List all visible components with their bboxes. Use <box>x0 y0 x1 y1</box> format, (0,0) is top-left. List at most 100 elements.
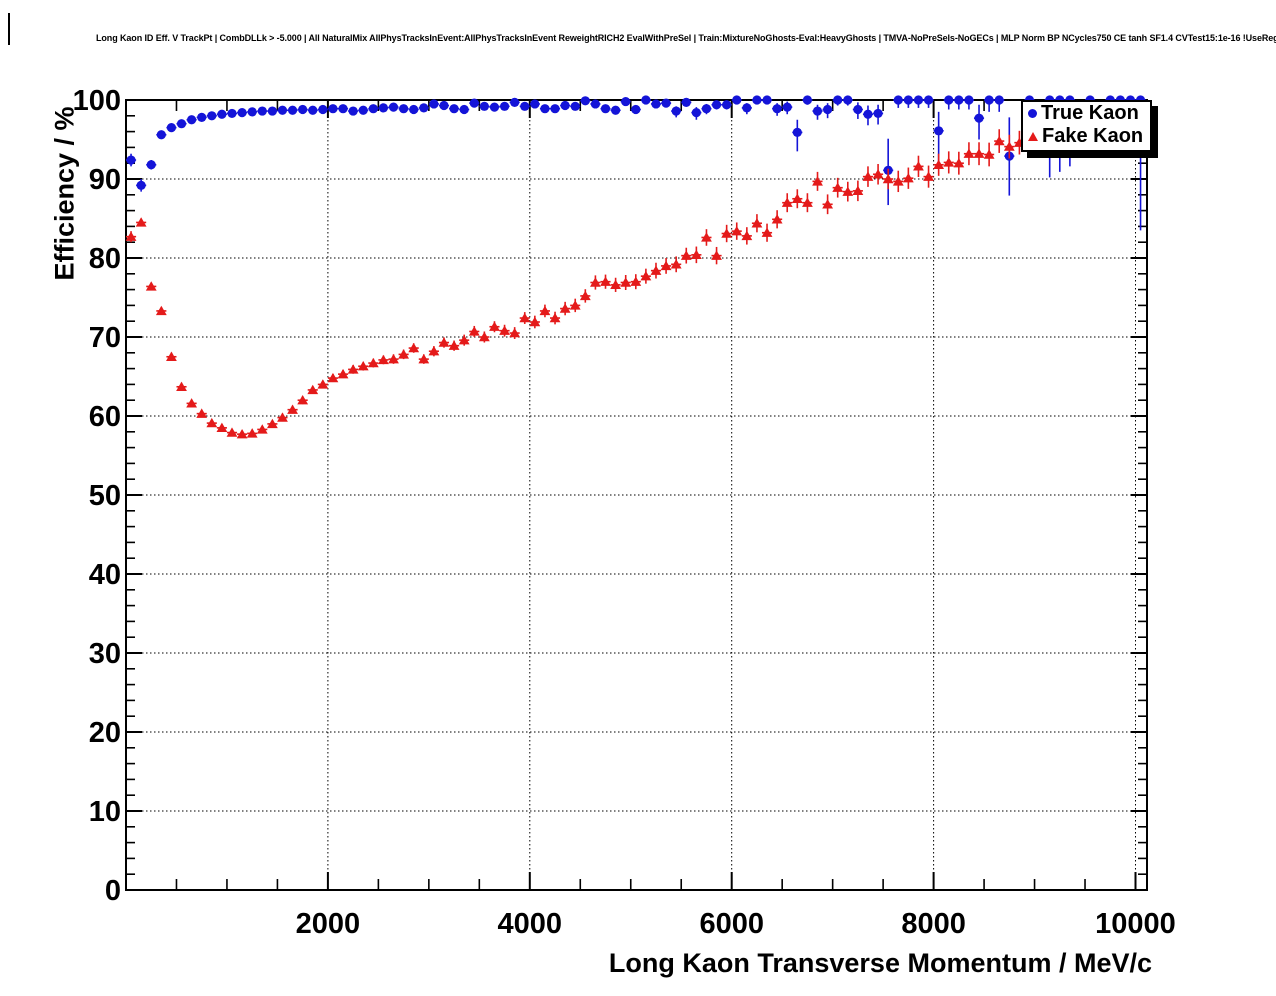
data-point <box>206 417 218 428</box>
data-point <box>287 404 298 414</box>
data-point <box>277 105 288 115</box>
data-point <box>146 160 156 170</box>
data-point <box>671 106 681 116</box>
data-point <box>409 104 419 115</box>
data-point <box>398 349 410 359</box>
data-point <box>812 106 823 116</box>
data-point <box>367 357 379 368</box>
data-point <box>540 104 550 114</box>
data-point <box>489 321 500 331</box>
data-point <box>520 101 530 111</box>
data-point <box>550 104 560 114</box>
data-point <box>418 353 430 364</box>
data-point <box>459 104 469 115</box>
data-point <box>510 97 520 107</box>
data-point <box>136 180 146 190</box>
data-point <box>166 351 177 361</box>
data-point <box>843 95 853 105</box>
y-tick-label: 0 <box>105 875 121 907</box>
data-point <box>328 104 338 114</box>
data-point <box>529 316 541 327</box>
y-tick-label: 70 <box>89 322 121 354</box>
data-point <box>852 185 864 196</box>
data-point <box>923 171 934 181</box>
data-point <box>187 115 197 125</box>
data-point <box>449 104 459 114</box>
data-point <box>499 325 510 335</box>
data-point <box>408 342 420 353</box>
data-point <box>176 381 187 391</box>
data-point <box>166 123 177 133</box>
data-point <box>680 250 692 260</box>
x-tick-label: 10000 <box>1095 908 1176 940</box>
plot-title: Long Kaon ID Eff. V TrackPt | CombDLLk >… <box>96 33 1276 43</box>
data-point <box>621 96 631 107</box>
data-point <box>126 155 136 165</box>
data-point <box>731 225 743 236</box>
data-point <box>530 99 540 109</box>
data-point <box>933 159 945 169</box>
data-point <box>237 108 247 118</box>
y-tick-label: 90 <box>89 164 121 196</box>
data-point <box>236 428 248 439</box>
data-point <box>681 97 691 107</box>
data-point <box>439 100 449 111</box>
data-point <box>661 98 671 108</box>
data-point <box>741 230 753 241</box>
data-point <box>579 290 591 301</box>
y-tick-label: 10 <box>89 796 121 828</box>
data-point <box>863 109 873 119</box>
data-point <box>761 227 773 237</box>
data-point <box>388 102 399 112</box>
data-point <box>569 300 581 310</box>
data-point <box>781 197 793 207</box>
data-point <box>197 112 207 122</box>
data-point <box>186 398 198 408</box>
data-point <box>772 104 782 114</box>
data-point <box>983 149 995 159</box>
data-point <box>560 100 570 111</box>
data-point <box>479 101 489 111</box>
data-point <box>802 95 813 105</box>
data-point <box>347 364 359 374</box>
data-point <box>670 259 682 269</box>
data-point <box>448 340 460 350</box>
y-tick-labels: 0 10 20 30 40 50 60 70 80 90 100 <box>73 85 121 907</box>
data-point <box>934 126 944 136</box>
data-point <box>611 105 621 115</box>
data-point <box>610 279 622 290</box>
data-point <box>752 95 762 105</box>
data-point <box>590 99 601 109</box>
data-point <box>478 331 490 342</box>
data-point <box>701 104 712 114</box>
data-point <box>155 305 167 316</box>
data-point <box>600 276 611 286</box>
data-point <box>944 95 954 105</box>
y-tick-label: 60 <box>89 401 121 433</box>
data-point <box>641 95 651 105</box>
data-point <box>207 111 217 121</box>
data-point <box>902 173 914 183</box>
data-point <box>368 104 378 114</box>
fake-kaon-marker-icon <box>1028 132 1038 141</box>
data-point <box>853 104 863 115</box>
data-point <box>600 104 611 114</box>
gridlines <box>126 100 1147 890</box>
data-point <box>337 368 349 379</box>
data-point <box>378 103 389 113</box>
data-point <box>721 228 733 238</box>
data-point <box>549 312 561 323</box>
y-tick-label: 40 <box>89 559 121 591</box>
data-point <box>923 95 934 105</box>
data-point <box>732 95 742 105</box>
data-point <box>690 249 702 260</box>
data-point <box>509 327 521 338</box>
data-point <box>640 270 652 281</box>
data-point <box>711 100 722 110</box>
data-point <box>307 384 319 395</box>
data-point <box>953 158 965 168</box>
data-point <box>771 214 783 224</box>
data-point <box>458 334 470 345</box>
data-point <box>823 104 833 115</box>
